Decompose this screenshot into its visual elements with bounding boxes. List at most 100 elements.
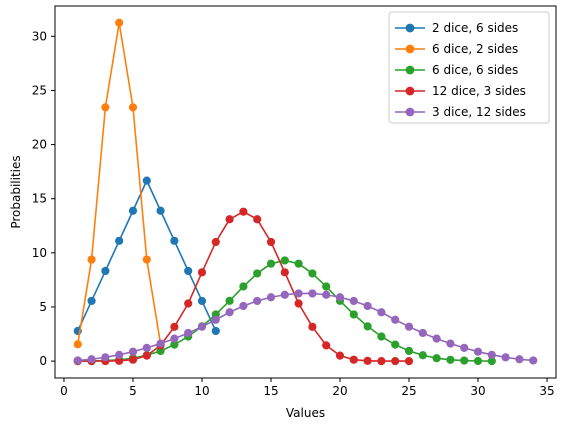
series-point-4: [101, 353, 110, 362]
series-point-3: [239, 207, 248, 216]
series-point-0: [142, 176, 151, 185]
x-tick-label: 5: [129, 384, 137, 398]
series-point-3: [294, 299, 303, 308]
series-point-3: [322, 341, 331, 350]
series-point-2: [363, 322, 372, 331]
y-tick-label: 15: [32, 192, 47, 206]
y-tick-label: 10: [32, 246, 47, 260]
series-point-0: [211, 326, 220, 336]
series-point-2: [239, 282, 248, 291]
y-axis-label: Probabilities: [9, 155, 23, 228]
series-point-4: [487, 350, 496, 359]
series-point-2: [460, 356, 469, 365]
series-point-4: [446, 339, 455, 348]
series-point-3: [225, 215, 234, 224]
series-point-2: [487, 357, 496, 366]
series-point-3: [377, 357, 386, 366]
series-point-3: [404, 357, 414, 366]
legend-box: [388, 11, 550, 124]
series-point-3: [363, 356, 372, 365]
series-point-2: [280, 256, 289, 265]
series-point-3: [128, 355, 138, 364]
series-point-1: [101, 103, 110, 112]
series-point-4: [432, 334, 441, 343]
series-point-3: [349, 355, 358, 364]
series-point-3: [142, 351, 151, 360]
series-point-4: [225, 308, 234, 317]
series-line-4: [77, 292, 534, 362]
series-point-4: [335, 293, 345, 302]
legend-item-6-dice-6-sides: 6 dice, 6 sides: [395, 63, 518, 77]
series-point-4: [142, 343, 151, 352]
legend: 2 dice, 6 sides 6 dice, 2 sides 6 dice, …: [388, 11, 550, 124]
series-point-4: [211, 315, 220, 324]
series-point-0: [156, 206, 165, 215]
legend-label: 2 dice, 6 sides: [432, 21, 518, 35]
series-point-4: [529, 356, 538, 365]
legend-dot-marker: [405, 44, 415, 54]
x-tick-label: 35: [539, 384, 554, 398]
series-point-0: [184, 266, 193, 276]
legend-item-6-dice-2-sides: 6 dice, 2 sides: [395, 42, 518, 56]
series-point-4: [184, 328, 193, 338]
series-point-3: [115, 356, 124, 365]
series-point-3: [253, 215, 262, 224]
series-point-2: [446, 355, 455, 364]
series-point-4: [170, 334, 179, 343]
legend-item-12-dice-3-sides: 12 dice, 3 sides: [395, 84, 526, 98]
series-point-3: [184, 299, 193, 308]
y-tick-label: 30: [32, 29, 47, 43]
series-point-1: [115, 18, 124, 27]
legend-label: 12 dice, 3 sides: [432, 84, 526, 98]
series-point-2: [349, 310, 358, 319]
series-point-4: [156, 339, 165, 348]
series-point-4: [280, 290, 289, 299]
y-tick-label: 20: [32, 138, 47, 152]
series-point-4: [418, 328, 427, 338]
x-tick-label: 20: [332, 384, 347, 398]
series-point-2: [418, 351, 427, 360]
series-point-2: [473, 356, 483, 366]
series-point-3: [391, 357, 400, 366]
series-point-4: [115, 350, 124, 359]
legend-item-3-dice-12-sides: 3 dice, 12 sides: [395, 105, 526, 119]
x-tick-label: 25: [401, 384, 416, 398]
series-point-4: [73, 356, 82, 365]
series-point-0: [197, 296, 207, 306]
series-point-2: [225, 296, 234, 305]
y-axis-ticks: 0 5 10 15 20 25 30: [32, 29, 55, 368]
series-point-4: [87, 355, 96, 364]
legend-dot-marker: [405, 86, 415, 96]
legend-dot-marker: [405, 65, 415, 75]
series-point-2: [294, 259, 303, 268]
legend-dot-marker: [405, 107, 415, 117]
series-point-0: [170, 236, 179, 245]
series-point-4: [473, 347, 483, 356]
y-tick-label: 5: [39, 300, 47, 314]
x-axis-ticks: 0 5 10 15 20 25 30 35: [60, 378, 555, 398]
series-point-2: [322, 282, 331, 291]
series-point-2: [266, 259, 276, 268]
series-point-3: [211, 237, 220, 247]
series-point-1: [73, 340, 82, 349]
legend-dot-marker: [405, 23, 415, 33]
y-tick-label: 0: [39, 354, 47, 368]
series-point-4: [460, 343, 469, 352]
series-point-4: [266, 293, 276, 302]
series-point-0: [87, 296, 96, 306]
series-point-4: [515, 355, 524, 364]
series-point-2: [432, 354, 441, 363]
series-point-2: [404, 346, 414, 356]
series-point-1: [128, 103, 138, 112]
series-point-2: [253, 269, 262, 278]
series-point-4: [404, 322, 414, 331]
series-point-3: [266, 237, 276, 247]
series-point-4: [377, 308, 386, 317]
legend-label: 6 dice, 2 sides: [432, 42, 518, 56]
series-point-3: [308, 322, 317, 331]
x-tick-label: 30: [470, 384, 485, 398]
x-tick-label: 10: [194, 384, 209, 398]
x-axis-label: Values: [286, 406, 325, 420]
x-tick-label: 15: [263, 384, 278, 398]
